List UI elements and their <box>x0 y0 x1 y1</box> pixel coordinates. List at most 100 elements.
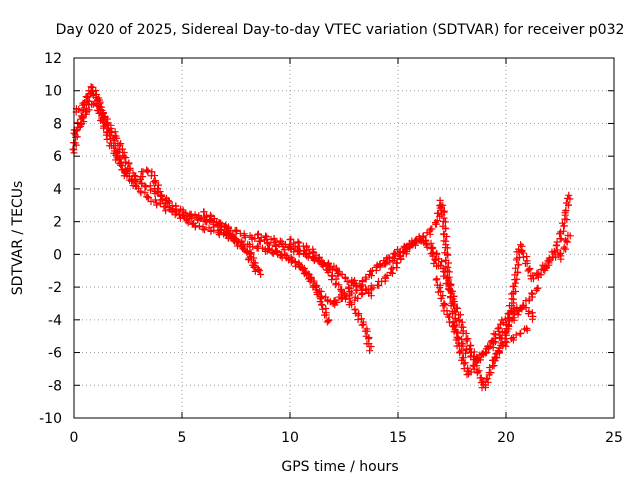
y-tick-label: 2 <box>53 215 62 231</box>
chart-title: Day 020 of 2025, Sidereal Day-to-day VTE… <box>56 22 625 38</box>
data-point <box>444 251 452 259</box>
data-point <box>117 161 125 169</box>
data-point <box>75 105 83 113</box>
data-point <box>107 142 115 150</box>
data-point <box>122 169 130 177</box>
x-tick-label: 25 <box>605 430 623 446</box>
data-point <box>523 259 531 267</box>
data-point <box>528 289 536 297</box>
data-point <box>524 310 532 318</box>
data-point <box>136 187 144 195</box>
y-tick-label: 10 <box>44 84 62 100</box>
data-point <box>272 247 280 255</box>
data-point <box>439 302 447 310</box>
data-point <box>491 330 499 338</box>
data-point <box>449 322 457 330</box>
y-tick-label: -4 <box>48 313 62 329</box>
data-layer <box>69 83 574 392</box>
data-point <box>553 238 561 246</box>
data-point <box>512 264 520 272</box>
data-point <box>283 254 291 262</box>
data-point <box>562 206 570 214</box>
data-point <box>268 248 276 256</box>
data-point <box>423 241 431 249</box>
data-point <box>529 275 537 283</box>
data-point <box>441 301 449 309</box>
data-point <box>445 276 453 284</box>
data-point <box>560 243 568 251</box>
data-point <box>448 287 456 295</box>
data-point <box>367 343 375 351</box>
data-point <box>503 338 511 346</box>
data-point <box>196 215 204 223</box>
data-point <box>367 267 375 275</box>
data-point <box>143 166 151 174</box>
data-point <box>241 233 249 241</box>
data-point <box>117 140 125 148</box>
data-point <box>322 261 330 269</box>
data-point <box>104 128 112 136</box>
data-point <box>484 378 492 386</box>
data-point <box>566 195 574 203</box>
data-point <box>494 347 502 355</box>
data-point <box>492 354 500 362</box>
data-point <box>345 283 353 291</box>
data-point <box>304 246 312 254</box>
data-point <box>272 238 280 246</box>
data-point <box>428 243 436 251</box>
data-point <box>79 114 87 122</box>
data-point <box>270 234 278 242</box>
data-point <box>463 337 471 345</box>
data-point <box>255 266 263 274</box>
data-point <box>313 290 321 298</box>
data-point <box>458 356 466 364</box>
data-point <box>459 342 467 350</box>
data-point <box>518 247 526 255</box>
y-tick-label: 12 <box>44 51 62 67</box>
data-point <box>254 230 262 238</box>
data-point <box>436 196 444 204</box>
data-point <box>111 128 119 136</box>
data-point <box>467 341 475 349</box>
data-point <box>136 175 144 183</box>
data-point <box>343 292 351 300</box>
data-point <box>512 287 520 295</box>
data-point <box>151 190 159 198</box>
data-point <box>549 253 557 261</box>
data-point <box>250 263 258 271</box>
data-point <box>428 225 436 233</box>
data-point <box>483 374 491 382</box>
y-tick-label: -2 <box>48 280 62 296</box>
data-point <box>449 310 457 318</box>
data-point <box>80 118 88 126</box>
data-series <box>534 191 574 281</box>
data-point <box>419 232 427 240</box>
data-point <box>102 131 110 139</box>
data-point <box>508 290 516 298</box>
data-point <box>210 223 218 231</box>
data-point <box>455 317 463 325</box>
data-point <box>125 160 133 168</box>
data-point <box>118 166 126 174</box>
data-point <box>557 235 565 243</box>
data-point <box>359 320 367 328</box>
data-point <box>257 234 265 242</box>
data-point <box>96 98 104 106</box>
data-point <box>220 230 228 238</box>
data-point <box>457 323 465 331</box>
data-point <box>541 264 549 272</box>
data-point <box>201 226 209 234</box>
data-point <box>442 263 450 271</box>
data-point <box>251 267 259 275</box>
data-point <box>287 253 295 261</box>
data-point <box>215 219 223 227</box>
data-point <box>191 211 199 219</box>
data-point <box>347 289 355 297</box>
data-point <box>364 286 372 294</box>
data-point <box>319 305 327 313</box>
data-point <box>351 277 359 285</box>
data-point <box>552 242 560 250</box>
data-point <box>158 196 166 204</box>
data-point <box>437 288 445 296</box>
y-tick-label: -10 <box>39 411 62 427</box>
